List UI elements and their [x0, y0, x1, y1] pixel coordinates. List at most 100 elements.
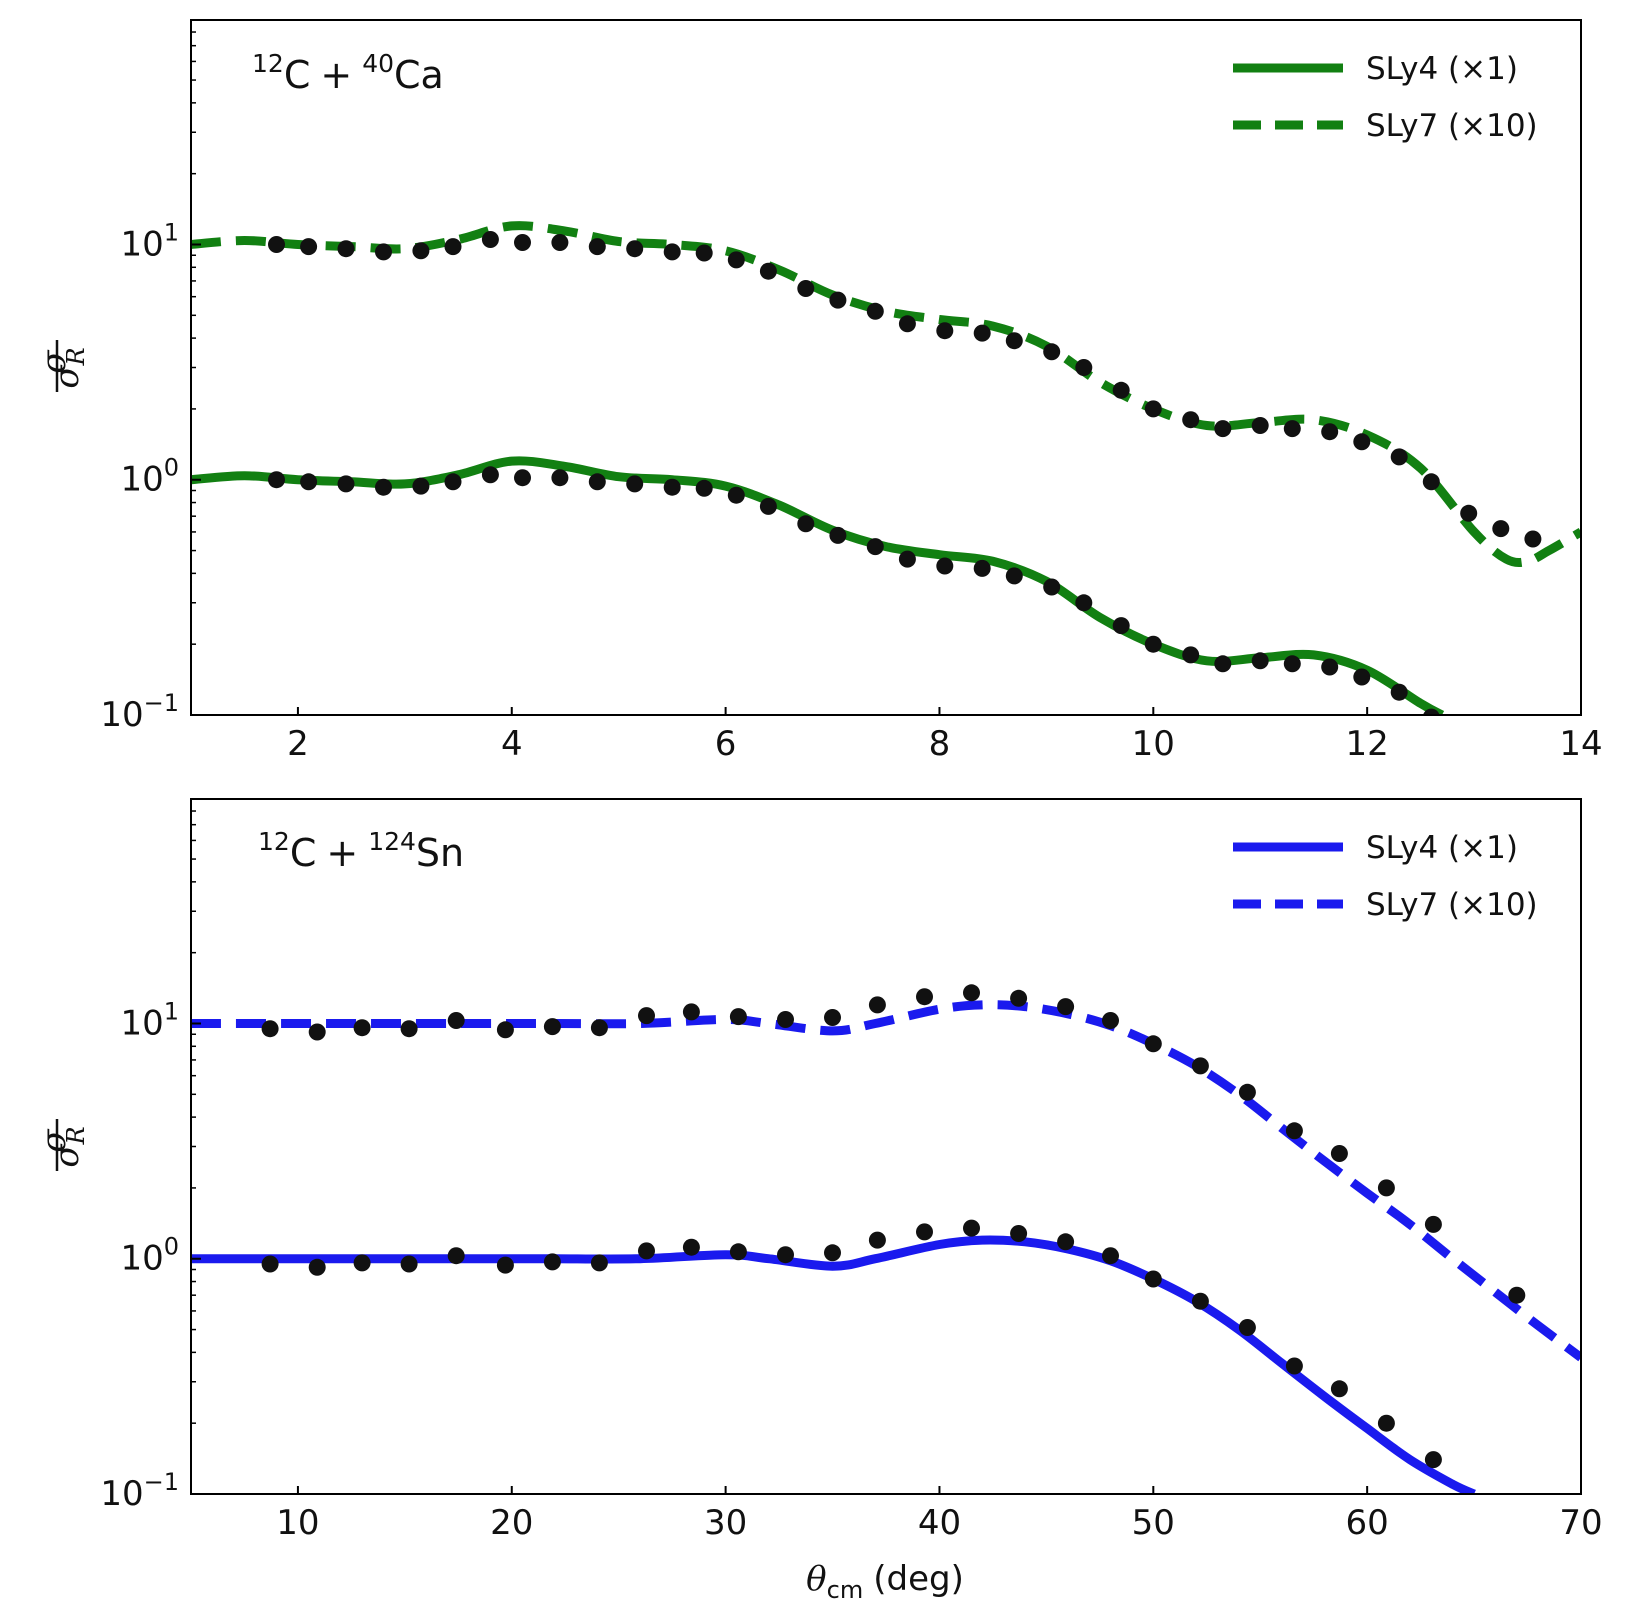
panel-c-sn: 10 20 30 40 50 60 70 10−1 100 101 12C +124Sn σ σR…	[34, 798, 1603, 1543]
data-point	[496, 1021, 514, 1039]
data-point	[1524, 530, 1542, 548]
data-point	[496, 1256, 514, 1274]
panel-c-ca: 2 4 6 8 10 12 14 10−1 100 101 12C +40Ca σ σR SLy4…	[34, 19, 1603, 764]
data-point	[1057, 1233, 1075, 1251]
x-ticks: 2 4 6 8 10 12 14	[287, 707, 1603, 764]
x-tick-label: 10	[276, 1503, 319, 1543]
y-axis-label: σ σR	[34, 1119, 90, 1171]
data-point	[797, 515, 815, 533]
ylabel-denominator: σR	[47, 347, 90, 388]
data-point	[447, 1012, 465, 1029]
data-point	[1492, 520, 1510, 538]
data-point	[551, 234, 569, 251]
data-point	[1423, 708, 1440, 715]
data-point	[1283, 655, 1301, 673]
data-point	[898, 550, 916, 568]
data-point	[1043, 578, 1061, 596]
series-line-sly7	[191, 221, 1581, 568]
data-point	[400, 1020, 418, 1038]
data-point	[695, 479, 713, 497]
legend-label-sly7: SLy7 (×10)	[1366, 887, 1538, 923]
data-point	[759, 262, 777, 280]
data-point	[268, 236, 285, 253]
data-point	[626, 240, 644, 258]
data-point	[1191, 1292, 1209, 1310]
x-tick-label: 40	[918, 1503, 961, 1543]
data-point	[308, 1023, 326, 1041]
data-point	[824, 1244, 841, 1262]
data-point	[1182, 411, 1200, 429]
panel-title: 12C +124Sn	[258, 827, 464, 875]
data-point	[1191, 1057, 1209, 1075]
x-tick-label: 14	[1559, 724, 1602, 764]
ylabel-numerator: σ	[34, 350, 74, 374]
data-point	[1422, 473, 1440, 491]
data-point	[727, 486, 745, 504]
data-point	[588, 473, 606, 491]
data-point	[663, 243, 681, 261]
data-point	[638, 1242, 655, 1260]
data-point	[936, 322, 954, 340]
data-point	[481, 231, 499, 248]
data-point	[590, 1254, 608, 1272]
data-point	[1144, 635, 1162, 653]
data-point	[1010, 1225, 1028, 1242]
data-point	[1321, 423, 1339, 441]
data-point	[1144, 1035, 1162, 1053]
data-points-layer	[261, 984, 1526, 1469]
ylabel-numerator: σ	[34, 1129, 74, 1153]
data-point	[729, 1243, 747, 1261]
x-tick-label: 10	[1132, 724, 1175, 764]
data-point	[1330, 1380, 1348, 1398]
data-point	[1005, 332, 1023, 350]
data-point	[963, 1219, 980, 1237]
data-point	[308, 1258, 326, 1276]
data-point	[337, 240, 355, 258]
data-point	[695, 244, 713, 262]
series-line-sly4	[191, 1235, 1476, 1494]
data-point	[1424, 1451, 1442, 1469]
data-point	[514, 469, 531, 487]
data-point	[973, 324, 991, 342]
y-ticks: 10−1 100 101	[100, 810, 201, 1514]
data-point	[866, 302, 884, 320]
data-point	[1112, 617, 1130, 635]
data-point	[916, 1223, 933, 1241]
data-point	[1214, 655, 1232, 673]
x-tick-label: 2	[287, 724, 309, 764]
data-point	[898, 315, 916, 333]
data-point	[682, 1003, 700, 1021]
data-point	[590, 1019, 608, 1037]
data-point	[412, 242, 430, 260]
data-point	[797, 280, 815, 297]
data-point	[261, 1255, 279, 1273]
data-point	[1010, 989, 1028, 1007]
data-point	[375, 243, 392, 261]
data-point	[1102, 1247, 1119, 1265]
data-point	[400, 1255, 418, 1273]
data-point	[1353, 668, 1371, 686]
data-point	[481, 466, 499, 484]
data-point	[444, 238, 462, 256]
x-tick-label: 20	[490, 1503, 533, 1543]
data-point	[543, 1253, 561, 1271]
data-point	[727, 251, 745, 269]
data-point	[375, 478, 392, 496]
data-point	[1238, 1319, 1256, 1336]
x-tick-label: 30	[704, 1503, 747, 1543]
legend-label-sly4: SLy4 (×1)	[1366, 830, 1518, 866]
data-point	[1043, 343, 1061, 361]
y-tick-label: 10−1	[100, 1468, 179, 1514]
data-point	[1330, 1145, 1348, 1162]
data-point	[261, 1020, 279, 1038]
data-point	[626, 475, 644, 493]
data-point	[551, 469, 569, 487]
data-points-layer	[268, 231, 1542, 715]
legend-label-sly4: SLy4 (×1)	[1366, 51, 1518, 87]
data-point	[1508, 1286, 1526, 1304]
data-point	[543, 1018, 561, 1036]
data-point	[777, 1246, 794, 1264]
x-tick-label: 12	[1346, 724, 1389, 764]
data-point	[353, 1019, 371, 1037]
data-point	[268, 471, 285, 489]
